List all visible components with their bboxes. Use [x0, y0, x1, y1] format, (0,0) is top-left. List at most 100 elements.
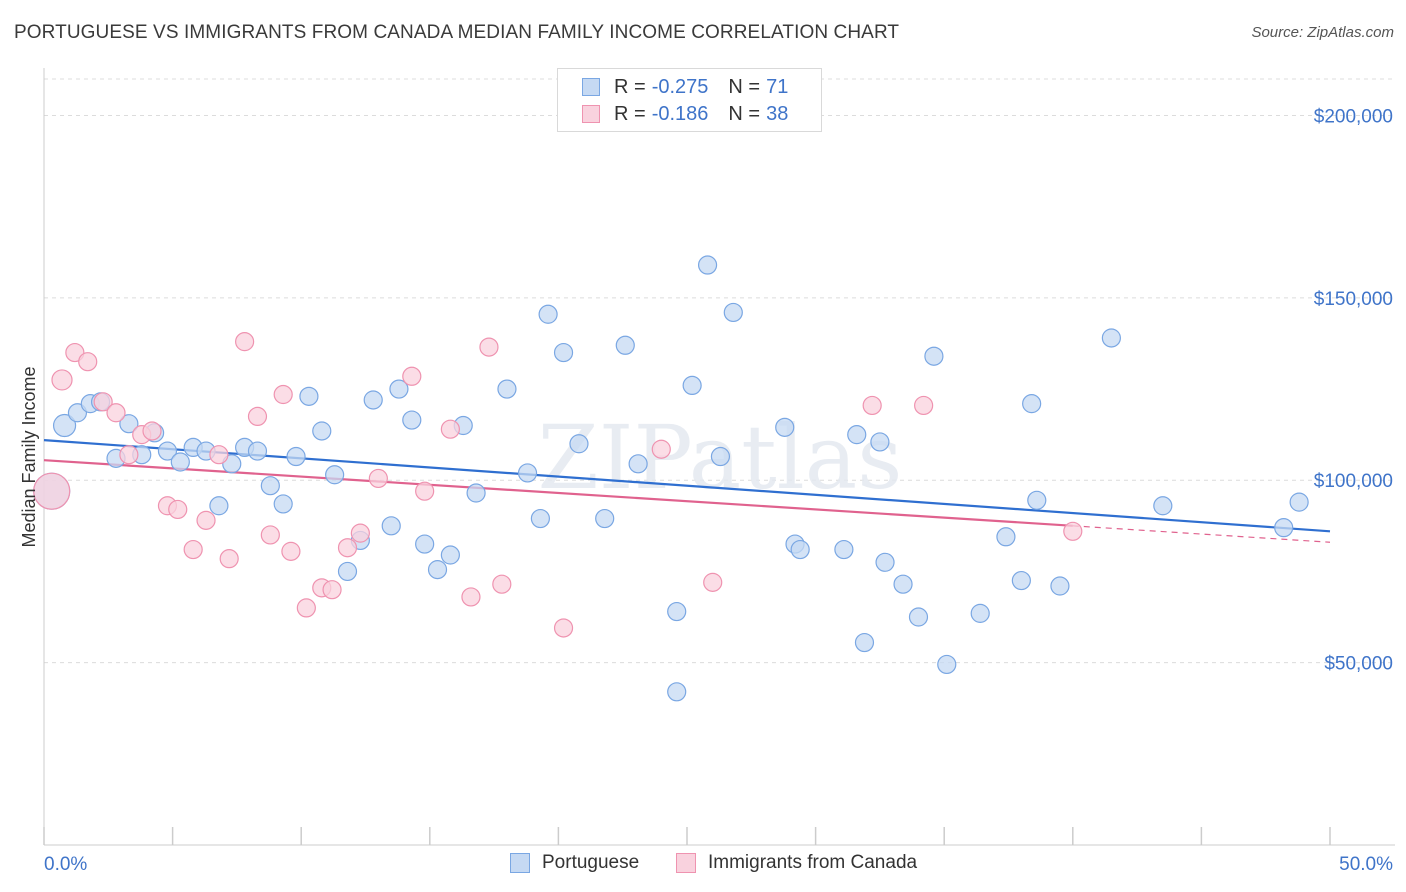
point-canada: [273, 384, 293, 405]
point-portuguese: [682, 375, 702, 395]
point-canada: [914, 395, 934, 416]
point-canada: [219, 549, 239, 569]
legend-r-label: R =: [614, 102, 646, 125]
point-portuguese: [875, 552, 895, 572]
series-legend-label: Portuguese: [542, 852, 640, 873]
point-portuguese: [209, 496, 229, 516]
point-portuguese: [1011, 570, 1031, 591]
point-canada: [296, 598, 316, 618]
point-portuguese: [52, 413, 77, 438]
point-canada: [703, 572, 723, 592]
point-canada: [33, 472, 71, 510]
point-portuguese: [908, 607, 929, 627]
y-tick-label: $200,000: [1314, 106, 1393, 127]
point-portuguese: [1050, 576, 1070, 596]
legend-row-canada: R = -0.186 N = 38: [582, 102, 788, 126]
point-canada: [78, 352, 98, 372]
legend-row-portuguese: R = -0.275 N = 71: [582, 75, 788, 99]
point-canada: [209, 445, 229, 465]
point-portuguese: [628, 454, 648, 474]
point-canada: [440, 419, 460, 439]
point-portuguese: [538, 304, 558, 324]
point-portuguese: [497, 379, 517, 399]
point-canada: [119, 445, 139, 465]
point-portuguese: [775, 417, 795, 437]
point-portuguese: [1027, 490, 1047, 510]
point-canada: [368, 468, 388, 489]
point-portuguese: [854, 632, 875, 653]
point-canada: [322, 580, 342, 600]
point-canada: [51, 369, 73, 391]
point-portuguese: [667, 682, 687, 702]
series-legend-canada[interactable]: Immigrants from Canada: [676, 852, 917, 874]
y-tick-label: $100,000: [1314, 471, 1393, 492]
series-legend-portuguese[interactable]: Portuguese: [510, 852, 639, 874]
point-portuguese: [870, 432, 890, 452]
point-canada: [183, 539, 203, 560]
point-canada: [415, 481, 435, 501]
point-canada: [196, 510, 216, 530]
point-canada: [461, 587, 481, 607]
point-portuguese: [996, 527, 1016, 547]
point-portuguese: [260, 476, 280, 496]
point-canada: [337, 538, 358, 558]
point-portuguese: [1153, 496, 1173, 516]
trend-line: [43, 459, 1073, 527]
point-canada: [479, 337, 499, 357]
point-canada: [402, 366, 422, 386]
data-points: [33, 255, 1309, 702]
series-swatch-canada: [676, 853, 696, 873]
x-tick-label-max: 50.0%: [1339, 854, 1393, 875]
point-portuguese: [466, 483, 486, 503]
y-tick-labels: $50,000 $100,000 $150,000 $200,000: [1314, 106, 1393, 674]
legend-r-value: -0.275: [651, 75, 709, 98]
point-portuguese: [924, 346, 944, 366]
point-portuguese: [427, 560, 448, 580]
point-portuguese: [615, 335, 635, 355]
point-portuguese: [710, 446, 731, 467]
legend-r-value: -0.186: [651, 102, 709, 125]
point-canada: [106, 403, 126, 423]
legend-n-value: 38: [766, 102, 789, 125]
point-portuguese: [847, 425, 867, 445]
point-portuguese: [697, 255, 718, 275]
point-canada: [142, 421, 162, 441]
trend-line-extension: [1072, 525, 1331, 543]
point-portuguese: [119, 414, 139, 434]
point-portuguese: [402, 410, 422, 430]
point-portuguese: [389, 379, 409, 399]
point-portuguese: [1289, 492, 1309, 512]
point-canada: [862, 395, 882, 416]
y-tick-label: $50,000: [1324, 654, 1393, 675]
point-portuguese: [553, 342, 574, 363]
point-canada: [651, 439, 671, 459]
point-canada: [260, 525, 280, 545]
stats-legend: R = -0.275 N = 71 R = -0.186 N = 38: [557, 68, 822, 132]
legend-n-value: 71: [766, 75, 789, 98]
point-portuguese: [247, 441, 268, 461]
point-portuguese: [170, 452, 190, 472]
point-portuguese: [286, 446, 306, 467]
point-portuguese: [337, 561, 358, 582]
point-portuguese: [312, 421, 332, 441]
point-portuguese: [381, 516, 401, 536]
legend-swatch-portuguese: [582, 78, 600, 96]
point-canada: [1063, 521, 1083, 541]
point-portuguese: [157, 441, 178, 461]
point-canada: [247, 406, 268, 427]
point-canada: [281, 541, 301, 561]
point-portuguese: [517, 463, 538, 483]
y-axis-label: Median Family Income: [19, 366, 39, 547]
point-canada: [553, 618, 574, 638]
point-portuguese: [325, 465, 345, 485]
point-portuguese: [1022, 394, 1042, 414]
point-portuguese: [937, 654, 957, 675]
point-portuguese: [273, 494, 293, 514]
point-portuguese: [834, 539, 854, 560]
y-tick-label: $150,000: [1314, 289, 1393, 310]
series-legend-label: Immigrants from Canada: [708, 852, 918, 873]
source-label: Source: ZipAtlas.com: [1251, 24, 1394, 41]
legend-n-label: N =: [728, 102, 761, 125]
chart-title: PORTUGUESE VS IMMIGRANTS FROM CANADA MED…: [14, 22, 900, 43]
